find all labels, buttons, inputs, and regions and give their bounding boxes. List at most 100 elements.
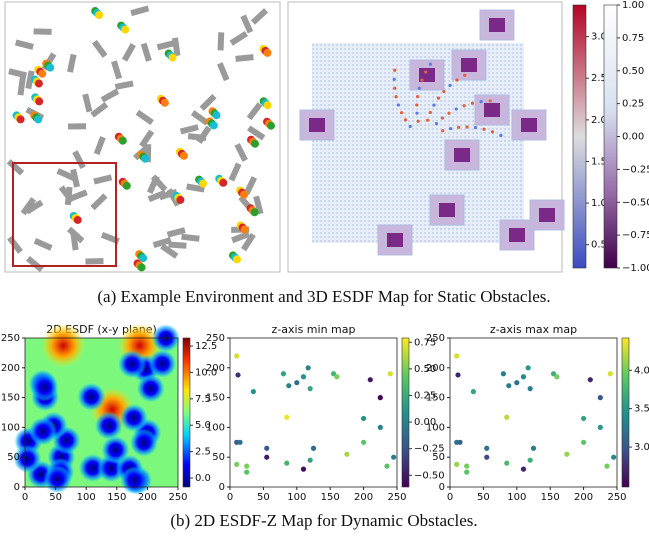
point [531, 446, 536, 451]
colorbar [183, 338, 190, 487]
colorbar-tick-label: 3.0 [634, 442, 649, 453]
y-tick-label: 50 [432, 452, 445, 463]
y-tick-label: 100 [206, 422, 225, 433]
dynamic-obstacle [95, 11, 103, 19]
page: (a) Example Environment and 3D ESDF Map … [0, 0, 649, 539]
esdf-core [387, 233, 403, 247]
point [521, 374, 526, 379]
point [455, 372, 460, 377]
trajectory [465, 125, 468, 128]
point [264, 455, 269, 460]
y-tick-label: 100 [1, 422, 20, 433]
point [301, 467, 306, 472]
y-tick-label: 200 [426, 363, 445, 374]
trajectory [417, 120, 420, 123]
trajectory [415, 112, 418, 115]
point [237, 440, 242, 445]
dynamic-obstacle [74, 216, 82, 224]
x-tick-label: 150 [321, 492, 340, 503]
x-tick-label: 100 [507, 492, 526, 503]
point [284, 461, 289, 466]
colorbar [402, 338, 409, 487]
y-tick-label: 250 [426, 333, 445, 344]
dynamic-obstacle [251, 140, 259, 148]
point [598, 425, 603, 430]
dynamic-obstacle [199, 180, 207, 188]
trajectory [442, 90, 445, 93]
point [235, 372, 240, 377]
esdf-core [461, 58, 477, 72]
point [581, 440, 586, 445]
heatmap-well [118, 350, 146, 378]
point [504, 461, 509, 466]
x-tick-label: 250 [607, 492, 626, 503]
dynamic-obstacle [267, 122, 275, 130]
point [554, 374, 559, 379]
x-tick-label: 100 [77, 492, 96, 503]
plot-area [230, 338, 397, 487]
point [484, 446, 489, 451]
heatmap-well [95, 412, 123, 440]
trajectory [429, 63, 432, 66]
point [361, 440, 366, 445]
dynamic-obstacle [180, 152, 188, 160]
point [454, 462, 459, 467]
trajectory [429, 111, 432, 114]
trajectory [415, 103, 418, 106]
dynamic-obstacle [176, 196, 184, 204]
y-tick-label: 50 [7, 452, 20, 463]
trajectory [420, 78, 423, 81]
colorbar [604, 5, 617, 268]
obstacle [85, 258, 103, 264]
trajectory [404, 118, 407, 121]
y-tick-label: 150 [1, 393, 20, 404]
trajectory [441, 116, 444, 119]
x-tick-label: 50 [257, 492, 270, 503]
dynamic-obstacle [169, 53, 177, 61]
point [454, 353, 459, 358]
y-tick-label: 200 [206, 363, 225, 374]
point [388, 371, 393, 376]
point [384, 464, 389, 469]
point [284, 415, 289, 420]
heatmap-well [29, 417, 57, 445]
dynamic-obstacle [212, 111, 220, 119]
colorbar-tick-label: −0.50 [414, 470, 445, 481]
trajectory [447, 112, 450, 115]
heatmap-well [31, 373, 59, 401]
trajectory [409, 125, 412, 128]
point [378, 395, 383, 400]
plot-area [450, 338, 617, 487]
point [471, 389, 476, 394]
y-tick-label: 150 [426, 393, 445, 404]
point [308, 386, 313, 391]
colorbar [622, 338, 629, 487]
point [334, 374, 339, 379]
trajectory [463, 74, 466, 77]
trajectory [449, 127, 452, 130]
dynamic-obstacle [141, 155, 149, 163]
dynamic-obstacle [251, 208, 259, 216]
x-tick-label: 0 [447, 492, 453, 503]
trajectory [393, 69, 396, 72]
y-tick-label: 0 [219, 482, 225, 493]
colorbar-tick-label: 0.50 [622, 66, 644, 77]
x-tick-label: 50 [49, 492, 62, 503]
dynamic-obstacle [119, 137, 127, 145]
point [251, 389, 256, 394]
trajectory [482, 128, 485, 131]
esdf-core [489, 18, 505, 32]
trajectory [455, 78, 458, 81]
esdf-core [439, 203, 455, 217]
colorbar-tick-label: 0.25 [622, 99, 644, 110]
obstacle [34, 28, 52, 35]
dynamic-obstacle [264, 101, 272, 109]
trajectory [471, 102, 474, 105]
point [528, 386, 533, 391]
y-tick-label: 0 [439, 482, 445, 493]
point [308, 458, 313, 463]
x-tick-label: 0 [22, 492, 28, 503]
y-tick-label: 250 [1, 333, 20, 344]
colorbar-tick-label: −1.00 [622, 263, 649, 274]
x-tick-label: 200 [138, 492, 157, 503]
